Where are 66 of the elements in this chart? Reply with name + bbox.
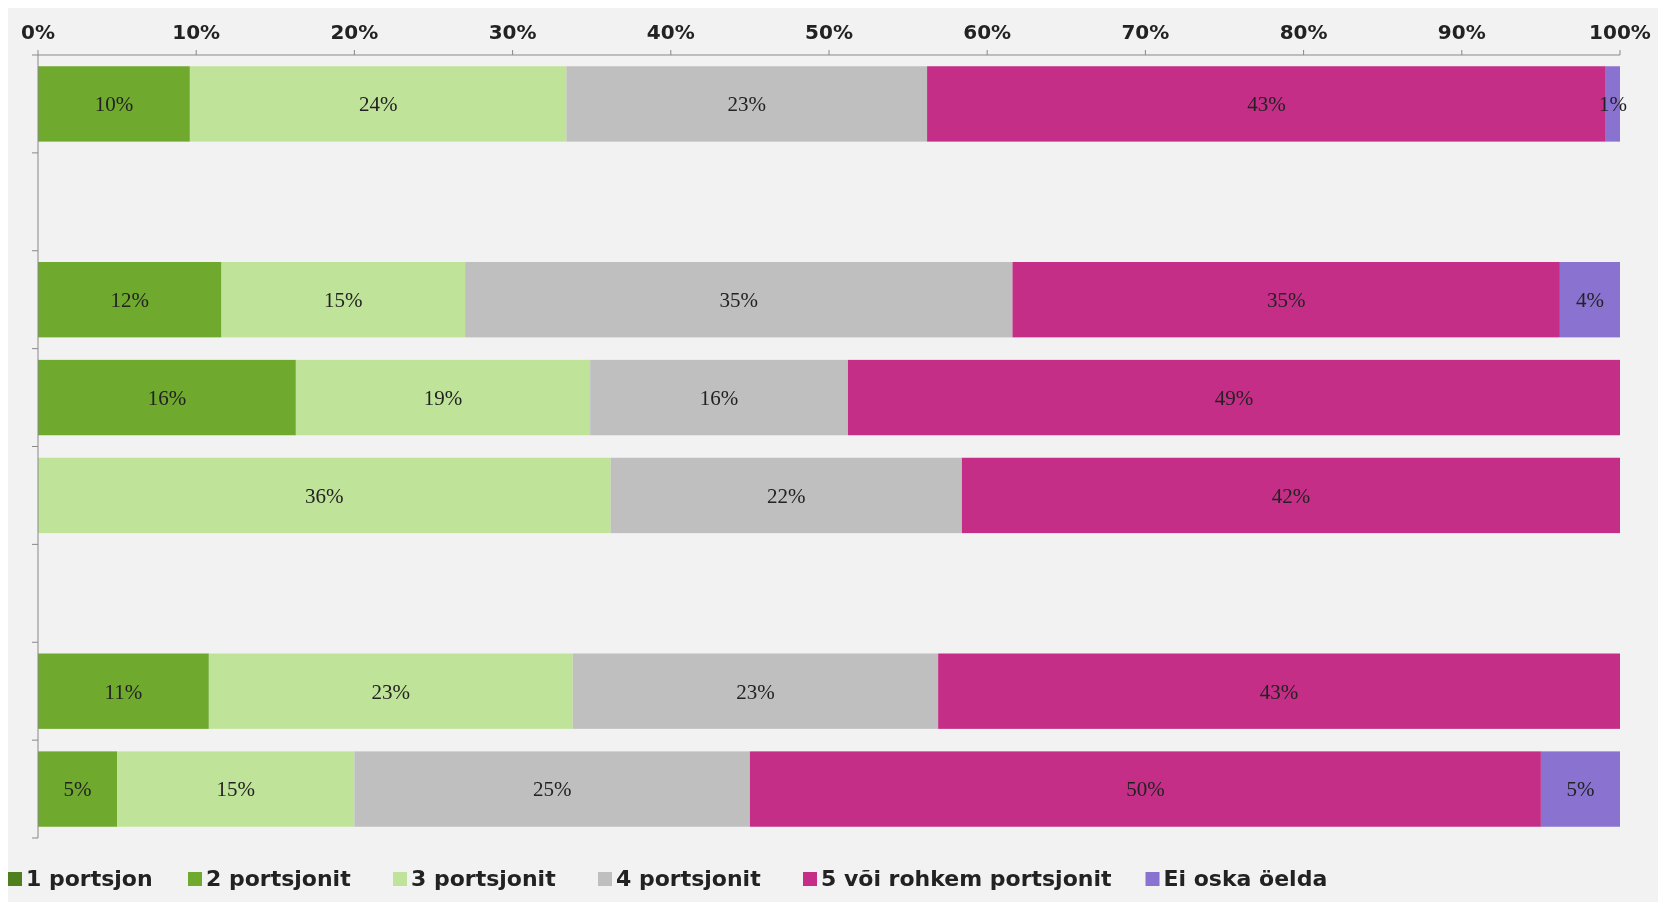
bar (189, 66, 567, 142)
bar (38, 66, 190, 142)
bar (221, 262, 466, 338)
x-tick-label: 40% (646, 20, 695, 44)
bar (961, 457, 1620, 534)
data-label: 36% (305, 483, 344, 508)
data-label: 50% (1126, 777, 1165, 802)
bar (566, 66, 928, 142)
legend-label: 4 portsjonit (616, 866, 762, 891)
data-label: 5% (1566, 777, 1595, 802)
data-label: 35% (1266, 288, 1306, 313)
bar (208, 653, 573, 729)
data-label: 43% (1247, 92, 1286, 117)
data-label: 4% (1575, 288, 1604, 313)
x-tick-label: 90% (1437, 20, 1486, 44)
x-tick-label: 30% (488, 20, 537, 44)
bar (295, 359, 591, 436)
bar (38, 751, 118, 827)
bar (38, 262, 222, 338)
data-label: 42% (1271, 483, 1311, 508)
bar (590, 359, 848, 436)
legend-label: 1 portsjon (26, 866, 153, 891)
x-tick-label: 20% (330, 20, 379, 44)
data-label: 10% (94, 92, 134, 117)
data-label: 12% (110, 288, 150, 313)
bar (847, 359, 1620, 436)
legend-label: 3 portsjonit (411, 866, 557, 891)
bar (38, 359, 296, 436)
data-label: 15% (324, 288, 363, 313)
bar (1559, 262, 1620, 338)
bar (117, 751, 355, 827)
data-label: 5% (63, 777, 92, 802)
bar (38, 653, 209, 729)
bar (749, 751, 1541, 827)
data-label: 19% (423, 385, 463, 410)
data-label: 23% (727, 92, 766, 117)
data-label: 23% (371, 679, 411, 704)
data-label: 43% (1259, 679, 1299, 704)
bar (38, 457, 611, 534)
bar (465, 262, 1013, 338)
bar (610, 457, 962, 534)
data-label: 25% (532, 777, 572, 802)
bar (354, 751, 750, 827)
x-tick-label: 50% (805, 20, 853, 44)
legend-label: Ei oska öelda (1163, 866, 1328, 891)
x-tick-label: 100% (1589, 20, 1651, 44)
bar (938, 653, 1620, 729)
legend-label: 5 või rohkem portsjonit (821, 866, 1112, 891)
bar (572, 653, 939, 729)
x-tick-label: 10% (172, 20, 221, 44)
x-tick-label: 60% (963, 20, 1012, 44)
data-label: 16% (147, 385, 187, 410)
data-label: 23% (736, 679, 775, 704)
x-tick-label: 0% (21, 20, 55, 44)
data-label: 24% (358, 92, 398, 117)
data-label: 35% (719, 288, 759, 313)
x-tick-label: 70% (1121, 20, 1170, 44)
legend-label: 2 portsjonit (206, 866, 352, 891)
x-tick-label: 80% (1279, 20, 1328, 44)
bar (1540, 751, 1620, 827)
bar (1012, 262, 1560, 338)
data-label: 49% (1214, 385, 1254, 410)
data-label: 11% (104, 679, 143, 704)
data-label: 22% (767, 483, 806, 508)
data-label: 15% (216, 777, 255, 802)
data-label: 16% (699, 385, 739, 410)
